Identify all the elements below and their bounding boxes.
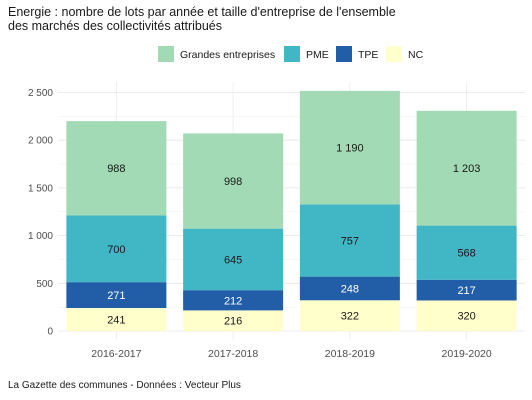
x-tick-label: 2017-2018 — [208, 348, 258, 360]
legend-key-grandes-entreprises — [158, 46, 174, 62]
bar-tpe-2016-2017 — [66, 282, 167, 309]
y-tick-label: 2 500 — [28, 88, 53, 99]
legend-key-tpe — [336, 46, 352, 62]
bar-tpe-2017-2018 — [183, 290, 284, 311]
data-label: 1 203 — [453, 163, 481, 175]
bar-pme-2019-2020 — [416, 225, 517, 280]
x-tick-label: 2018-2019 — [325, 348, 375, 360]
data-label: 322 — [341, 311, 359, 323]
data-label: 1 190 — [336, 143, 364, 155]
bar-nc-2017-2018 — [183, 310, 284, 331]
legend: Grandes entreprises PME TPE NC — [158, 46, 424, 62]
data-label: 568 — [457, 248, 475, 260]
x-tick-label: 2019-2020 — [442, 348, 492, 360]
data-label: 271 — [107, 290, 125, 302]
source-caption: La Gazette des communes - Données : Vect… — [8, 380, 241, 391]
legend-label: NC — [408, 49, 424, 61]
data-label: 645 — [224, 254, 242, 266]
bar-pme-2018-2019 — [299, 204, 400, 277]
data-label: 988 — [107, 163, 125, 175]
legend-label: Grandes entreprises — [180, 49, 275, 61]
y-tick-label: 0 — [47, 327, 53, 338]
data-label: 217 — [457, 285, 475, 297]
x-axis: 2016-2017 2017-2018 2018-2019 2019-2020 — [91, 348, 492, 360]
bar-grandes-entreprises-2016-2017 — [66, 121, 167, 216]
legend-label: TPE — [358, 49, 378, 61]
bar-grandes-entreprises-2018-2019 — [299, 90, 400, 205]
x-tick-label: 2016-2017 — [91, 348, 141, 360]
y-axis: 0 500 1 000 1 500 2 000 2 500 — [28, 88, 53, 338]
y-tick-label: 1 000 — [28, 231, 53, 242]
data-label: 700 — [107, 244, 125, 256]
bar-grandes-entreprises-2017-2018 — [183, 133, 284, 229]
bar-nc-2018-2019 — [299, 300, 400, 331]
legend-key-nc — [386, 46, 402, 62]
data-label: 248 — [341, 283, 359, 295]
data-label: 212 — [224, 295, 242, 307]
chart-title: Energie : nombre de lots par année et ta… — [8, 5, 508, 33]
bar-tpe-2018-2019 — [299, 276, 400, 301]
data-label: 241 — [107, 315, 125, 327]
chart-title-line-1: Energie : nombre de lots par année et ta… — [8, 5, 396, 19]
legend-label: PME — [306, 49, 329, 61]
bar-pme-2016-2017 — [66, 215, 167, 283]
y-tick-label: 2 000 — [28, 136, 53, 147]
bars: 241 271 700 988 216 212 645 998 322 248 757 1 190 32… — [66, 90, 517, 331]
bar-grandes-entreprises-2019-2020 — [416, 110, 517, 226]
data-label: 216 — [224, 316, 242, 328]
chart-title-line-2: des marchés des collectivités attribués — [8, 19, 222, 33]
bar-tpe-2019-2020 — [416, 279, 517, 301]
bar-pme-2017-2018 — [183, 228, 284, 291]
y-tick-label: 1 500 — [28, 183, 53, 194]
bar-nc-2016-2017 — [66, 308, 167, 331]
y-tick-label: 500 — [36, 279, 53, 290]
bar-nc-2019-2020 — [416, 300, 517, 331]
legend-key-pme — [284, 46, 300, 62]
data-label: 320 — [457, 311, 475, 323]
data-label: 998 — [224, 176, 242, 188]
data-label: 757 — [341, 236, 359, 248]
